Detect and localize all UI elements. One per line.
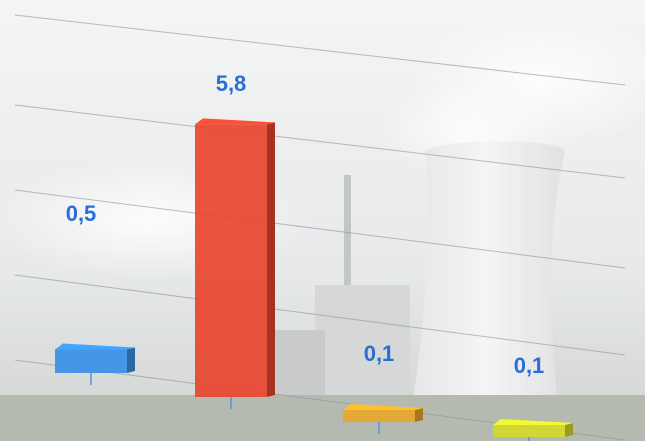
bar-front <box>343 410 415 422</box>
bar <box>55 343 135 373</box>
bar-side <box>415 408 423 422</box>
decor-lines <box>14 14 626 441</box>
bar-top <box>55 343 135 350</box>
bar-side <box>565 423 573 437</box>
bars <box>55 118 573 441</box>
value-label: 0,1 <box>514 353 545 378</box>
bar <box>343 404 423 422</box>
value-label: 0,1 <box>364 341 395 366</box>
value-label: 5,8 <box>216 71 247 96</box>
bar <box>493 419 573 437</box>
bar-side <box>267 122 275 398</box>
bar-side <box>127 347 135 373</box>
bar-top <box>493 419 573 425</box>
bar-top <box>195 118 275 125</box>
bar-top <box>343 404 423 410</box>
bar <box>195 118 275 398</box>
bar-front <box>493 425 565 437</box>
bar-front <box>195 124 267 398</box>
bar-front <box>55 349 127 373</box>
value-label: 0,5 <box>66 201 97 226</box>
